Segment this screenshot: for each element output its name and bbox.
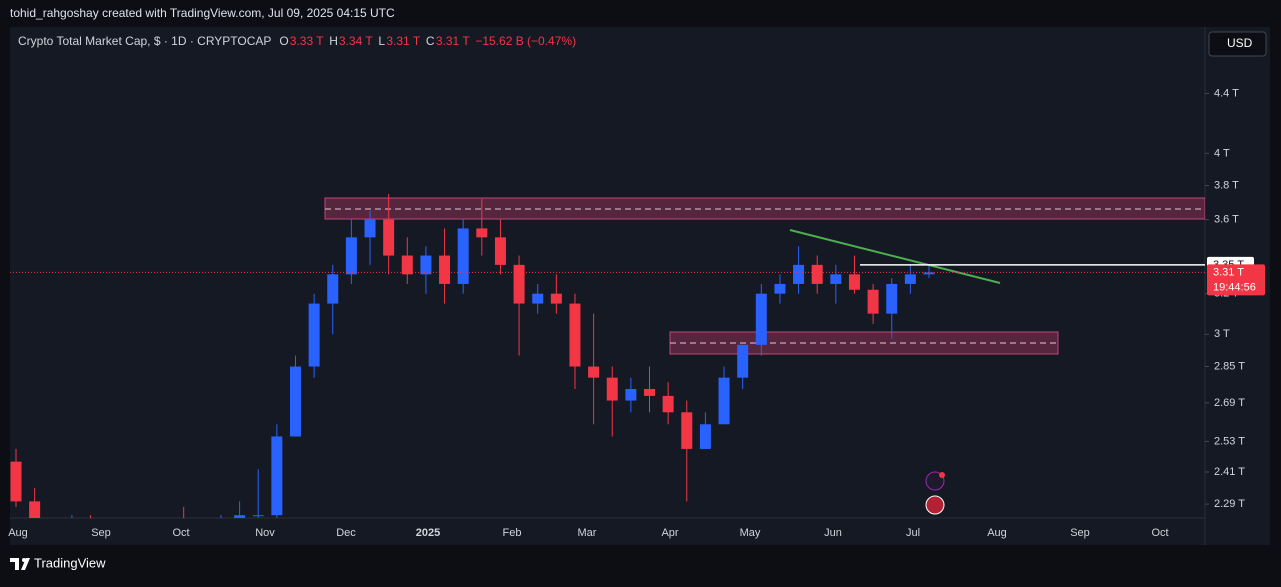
candle-body: [774, 283, 786, 294]
candle-body: [383, 219, 395, 256]
candle-body: [848, 274, 860, 290]
candle-body: [401, 255, 413, 275]
candle-body: [662, 395, 674, 413]
y-tick-label: 2.69 T: [1214, 397, 1245, 409]
chart-pane: [10, 27, 1270, 545]
candle-body: [308, 303, 320, 367]
brand: TradingView: [34, 555, 106, 570]
x-tick-label: Apr: [661, 527, 678, 539]
candle-body: [289, 366, 301, 437]
candle-body: [476, 228, 488, 238]
x-tick-label: Dec: [336, 527, 356, 539]
candle-body: [811, 264, 823, 284]
candle-body: [886, 283, 898, 314]
candle-body: [644, 388, 656, 396]
candle-body: [252, 515, 264, 517]
y-tick-label: 3.8 T: [1214, 180, 1239, 192]
candle-body: [755, 293, 767, 345]
candle-body: [420, 255, 432, 275]
candle-body: [867, 289, 879, 314]
ohlc-key: H: [329, 34, 338, 48]
candle-body: [234, 515, 246, 518]
candle-body: [513, 264, 525, 304]
plot: [10, 193, 1205, 518]
countdown: 19:44:56: [1213, 281, 1256, 293]
flag-icon[interactable]: [925, 495, 945, 515]
x-tick-label: Nov: [255, 527, 275, 539]
footer: [0, 545, 1281, 582]
candle-body: [364, 219, 376, 238]
candle-body: [830, 274, 842, 284]
y-tick-label: 2.29 T: [1214, 498, 1245, 510]
last-price-tag: [1207, 264, 1265, 296]
ohlc-key: O: [279, 34, 288, 48]
symbol: Crypto Total Market Cap, $ · 1D · CRYPTO…: [18, 34, 271, 48]
candle-body: [532, 293, 544, 304]
candle-body: [569, 303, 581, 367]
change: −15.62 B (−0.47%): [475, 34, 576, 48]
ohlc-key: L: [378, 34, 385, 48]
candle-body: [494, 237, 506, 265]
candle-body: [699, 424, 711, 449]
y-tick-label: 2.53 T: [1214, 435, 1245, 447]
trendline: [789, 229, 1001, 284]
candle-body: [923, 272, 935, 275]
x-tick-label: Jul: [906, 527, 920, 539]
candle-body: [606, 377, 618, 401]
y-tick-label: 3.6 T: [1214, 214, 1239, 226]
candle-body: [904, 274, 916, 284]
legend: Crypto Total Market Cap, $ · 1D · CRYPTO…: [18, 34, 576, 48]
x-tick-label: Jun: [824, 527, 842, 539]
candle-body: [588, 366, 600, 378]
candle-body: [737, 344, 749, 378]
candle-body: [439, 255, 451, 284]
logo-dot: [22, 558, 26, 562]
y-tick-label: 4.4 T: [1214, 87, 1239, 99]
candle-body: [345, 237, 357, 275]
ohlc-value: 3.31 T: [436, 34, 470, 48]
currency-button[interactable]: [1208, 31, 1267, 57]
ohlc-value: 3.34 T: [339, 34, 373, 48]
candle-body: [550, 293, 562, 304]
x-tick-label: Oct: [172, 527, 189, 539]
candle-body: [681, 412, 693, 449]
x-tick-label: Mar: [578, 527, 597, 539]
candle-body: [793, 264, 805, 284]
last-price-label: 3.31 T: [1213, 266, 1244, 278]
ohlc-key: C: [426, 34, 435, 48]
candle-body: [718, 377, 730, 425]
candle-body: [327, 274, 339, 304]
x-tick-label: Sep: [91, 527, 111, 539]
y-tick-label: 4 T: [1214, 147, 1230, 159]
y-tick-label: 3 T: [1214, 328, 1230, 340]
candle-body: [10, 461, 22, 502]
credit: tohid_rahgoshay created with TradingView…: [10, 6, 395, 20]
candle-body: [457, 228, 469, 284]
x-tick-label: Oct: [1151, 527, 1168, 539]
ohlc-value: 3.33 T: [290, 34, 324, 48]
x-tick-label: Sep: [1070, 527, 1090, 539]
event-dot: [939, 472, 945, 478]
x-tick-label: Feb: [503, 527, 522, 539]
currency[interactable]: USD: [1227, 36, 1253, 50]
candle-body: [625, 388, 637, 401]
y-tick-label: 2.85 T: [1214, 360, 1245, 372]
candle-body: [271, 436, 283, 516]
x-tick-label: Aug: [987, 527, 1007, 539]
x-tick-label: 2025: [416, 527, 440, 539]
y-tick-label: 2.41 T: [1214, 466, 1245, 478]
candle-body: [29, 501, 41, 518]
x-tick-label: Aug: [8, 527, 28, 539]
x-tick-label: May: [740, 527, 761, 539]
ohlc-value: 3.31 T: [386, 34, 420, 48]
